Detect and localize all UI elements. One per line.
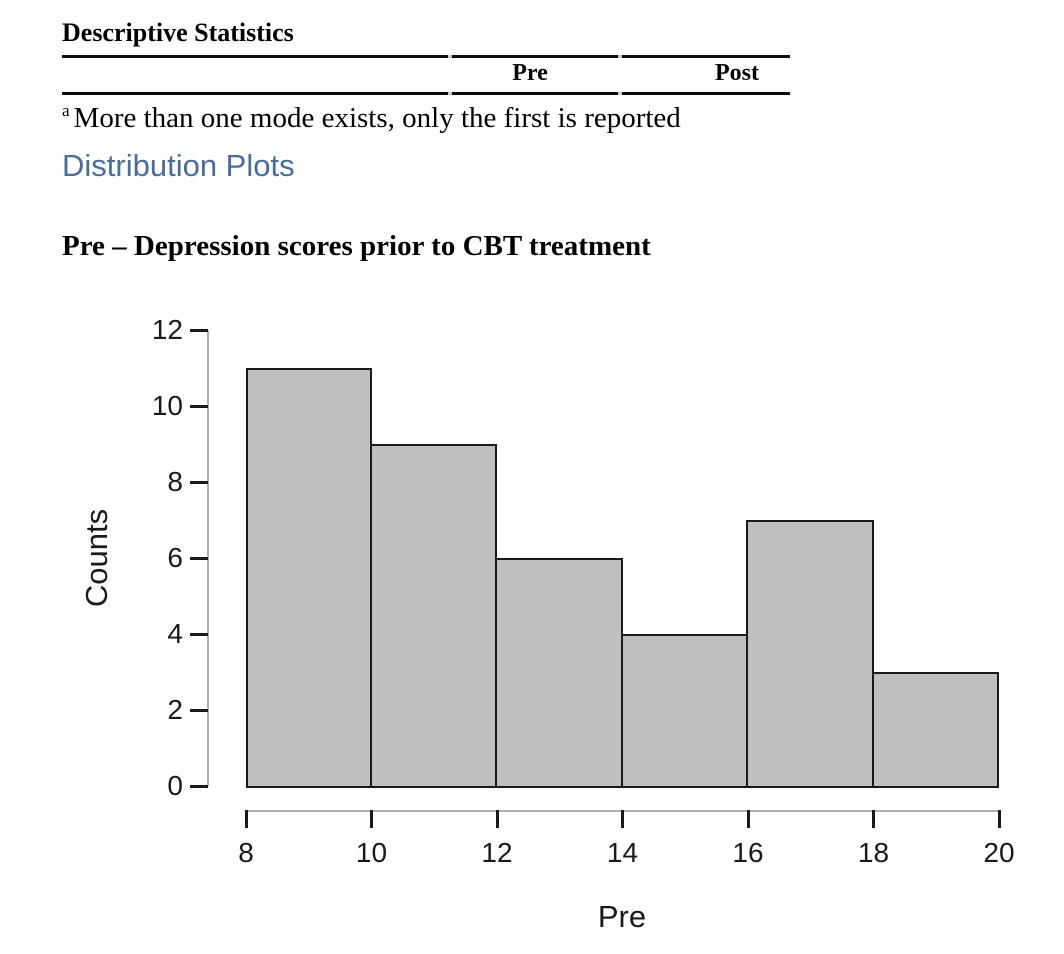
- x-tick-mark: [746, 810, 750, 828]
- histogram-bar: [246, 368, 372, 788]
- histogram-bar: [620, 634, 748, 788]
- x-tick-label: 20: [983, 837, 1015, 868]
- x-tick-label: 14: [606, 837, 639, 868]
- distribution-plots-link[interactable]: Distribution Plots: [62, 148, 295, 183]
- x-tick-mark: [370, 810, 373, 828]
- rule-gap: [618, 55, 622, 58]
- histogram-bar: [369, 444, 497, 788]
- x-tick-label: 10: [355, 837, 388, 868]
- plot-title: Pre – Depression scores prior to CBT tre…: [62, 230, 651, 262]
- x-axis-title: Pre: [597, 899, 647, 934]
- y-tick-mark: [190, 784, 208, 788]
- y-tick-label: 10: [151, 390, 183, 421]
- rule-gap: [618, 92, 622, 95]
- y-axis-line: [207, 330, 209, 786]
- footnote-text: More than one mode exists, only the firs…: [73, 102, 681, 134]
- y-tick-label: 0: [167, 770, 183, 801]
- y-tick-mark: [190, 708, 208, 712]
- x-tick-mark: [244, 810, 248, 828]
- histogram-bar: [495, 558, 623, 788]
- table-rule-bottom: [62, 92, 790, 95]
- y-tick-mark: [190, 632, 208, 636]
- x-tick-label: 12: [481, 837, 513, 868]
- x-tick-label: 16: [732, 837, 764, 868]
- x-tick-label: 8: [238, 837, 254, 868]
- table-rule-top: [62, 55, 790, 58]
- y-tick-mark: [190, 556, 208, 560]
- table-footnote: a More than one mode exists, only the fir…: [62, 101, 681, 135]
- x-tick-mark: [621, 810, 624, 828]
- x-tick-label: 18: [857, 837, 890, 868]
- histogram-bar: [871, 672, 999, 788]
- column-header-post: Post: [715, 60, 759, 86]
- y-tick-mark: [190, 480, 208, 484]
- y-tick-mark: [190, 404, 208, 408]
- y-tick-label: 8: [167, 466, 183, 497]
- y-tick-label: 4: [167, 618, 183, 649]
- y-tick-mark: [190, 328, 208, 332]
- x-tick-mark: [872, 810, 875, 828]
- footnote-marker: a: [62, 101, 70, 120]
- x-tick-mark: [997, 810, 1001, 828]
- table-title: Descriptive Statistics: [62, 18, 294, 47]
- y-tick-label: 2: [167, 694, 183, 725]
- y-tick-label: 6: [167, 542, 183, 573]
- y-tick-label: 12: [151, 314, 183, 345]
- rule-gap: [448, 55, 452, 58]
- x-tick-mark: [495, 810, 499, 828]
- column-header-pre: Pre: [512, 60, 548, 86]
- rule-gap: [448, 92, 452, 95]
- histogram-bar: [746, 520, 874, 788]
